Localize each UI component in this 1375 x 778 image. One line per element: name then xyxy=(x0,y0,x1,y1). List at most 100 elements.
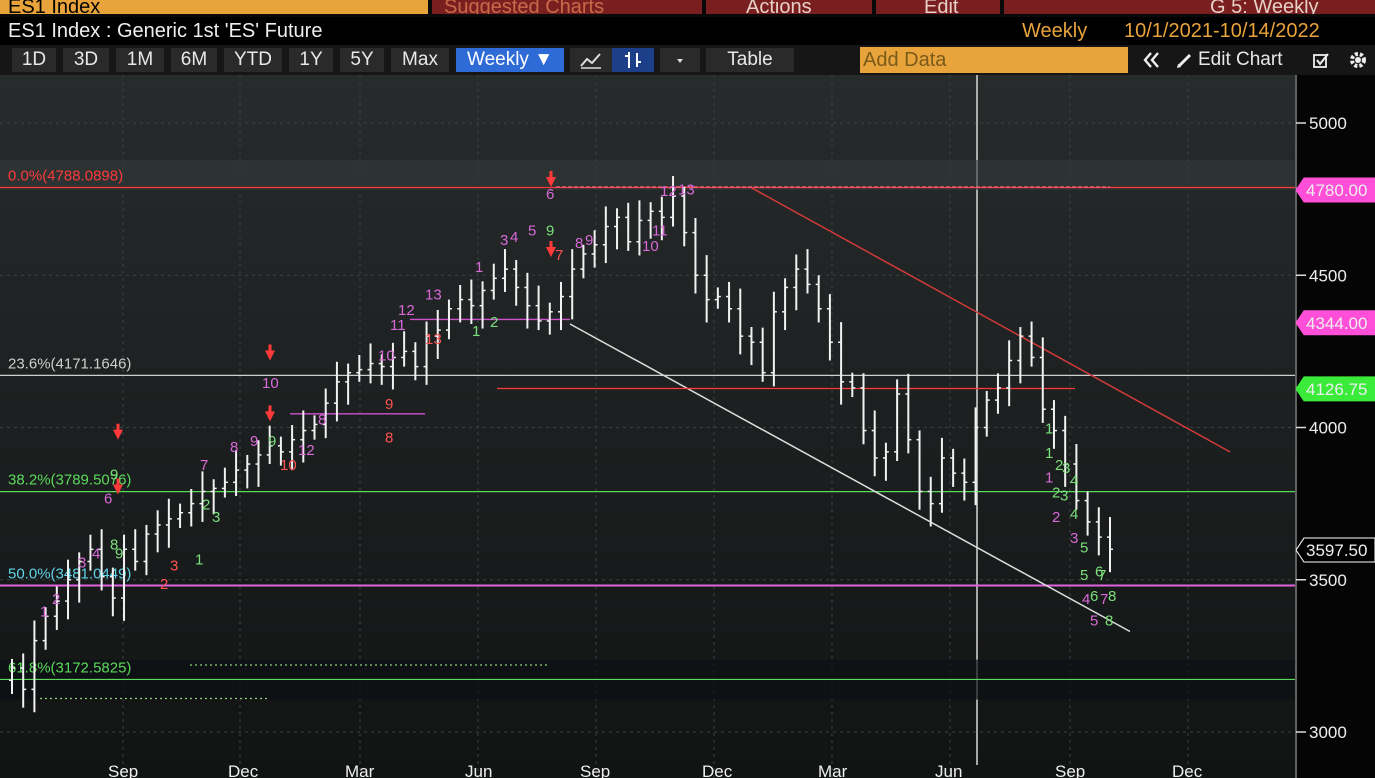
range-1d-button[interactable]: 1D xyxy=(12,48,56,72)
gear-icon[interactable] xyxy=(1344,48,1372,72)
security-title: ES1 Index : Generic 1st 'ES' Future xyxy=(8,20,323,42)
range-1y-button[interactable]: 1Y xyxy=(289,48,333,72)
td-count-label: 2 xyxy=(52,591,60,608)
td-count-label: 3 xyxy=(500,232,508,249)
td-count-label: 6 xyxy=(1090,588,1098,605)
fib-label: 50.0%(3481.0449) xyxy=(8,566,131,583)
edit-chart-button[interactable]: Edit Chart xyxy=(1198,49,1283,70)
range-ytd-button[interactable]: YTD xyxy=(224,48,282,72)
td-count-label: 10 xyxy=(378,348,395,365)
y-tick-label: 3000 xyxy=(1309,723,1347,742)
x-tick-label: Sep xyxy=(108,762,138,778)
range-max-button[interactable]: Max xyxy=(391,48,449,72)
range-6m-button[interactable]: 6M xyxy=(171,48,217,72)
fib-label: 61.8%(3172.5825) xyxy=(8,659,131,676)
price-tag-label: 3597.50 xyxy=(1306,541,1367,560)
date-range[interactable]: 10/1/2021-10/14/2022 xyxy=(1124,20,1320,42)
td-count-label: 13 xyxy=(425,331,442,348)
td-count-label: 12 xyxy=(298,442,315,459)
x-tick-label: Jun xyxy=(465,762,492,778)
x-tick-label: Mar xyxy=(818,762,848,778)
x-tick-label: Sep xyxy=(580,762,610,778)
td-count-label: 1 xyxy=(472,323,480,340)
checkbox-icon[interactable] xyxy=(1308,48,1334,72)
pencil-icon[interactable] xyxy=(1174,48,1196,72)
td-count-label: 4 xyxy=(92,545,100,562)
y-tick-label: 3500 xyxy=(1309,571,1347,590)
price-tag-label: 4126.75 xyxy=(1306,380,1367,399)
range-3d-button[interactable]: 3D xyxy=(63,48,109,72)
price-tag-label: 4780.00 xyxy=(1306,181,1367,200)
period-select[interactable]: Weekly ▼ xyxy=(456,48,564,72)
price-tag-box xyxy=(1295,177,1375,203)
td-count-label: 7 xyxy=(1098,567,1106,584)
chart-toolbar: 1D 3D 1M 6M YTD 1Y 5Y Max Weekly ▼ Table… xyxy=(0,45,1375,75)
td-count-label: 2 xyxy=(1052,485,1060,502)
td-count-label: 3 xyxy=(212,509,220,526)
x-tick-label: Dec xyxy=(702,762,733,778)
y-tick-label: 5000 xyxy=(1309,114,1347,133)
add-data-input[interactable]: Add Data xyxy=(860,47,1128,73)
line-chart-icon[interactable] xyxy=(570,48,612,72)
chart-name-field[interactable]: G 5: Weekly xyxy=(1004,0,1375,14)
price-tag-label: 4344.00 xyxy=(1306,314,1367,333)
upper-band xyxy=(0,159,1295,190)
fib-label: 38.2%(3789.5076) xyxy=(8,472,131,489)
sell-arrow-marker xyxy=(113,429,123,440)
td-count-label: 4 xyxy=(1070,472,1078,489)
td-count-label: 3 xyxy=(1070,530,1078,547)
range-5y-button[interactable]: 5Y xyxy=(340,48,384,72)
td-count-label: 8 xyxy=(110,536,118,553)
td-count-label: 11 xyxy=(652,223,668,240)
td-count-label: 3 xyxy=(170,558,178,575)
price-chart[interactable]: 0.0%(4788.0898) 23.6%(4171.1646) 38.2%(378… xyxy=(0,75,1375,778)
td-count-label: 2 xyxy=(490,314,498,331)
td-count-label: 12 xyxy=(398,302,415,319)
td-count-label: 1 xyxy=(195,552,203,569)
sell-arrow-marker xyxy=(546,176,556,187)
price-tags: 4780.00 4344.00 4126.75 3597.50 xyxy=(1295,177,1375,563)
td-count-label: 2 xyxy=(160,576,168,593)
fib-label: 0.0%(4788.0898) xyxy=(8,168,123,185)
actions-menu[interactable]: Actions xyxy=(706,0,872,14)
td-count-label: 5 xyxy=(528,223,536,240)
y-axis: 3000 3500 4000 4500 5000 xyxy=(1295,75,1347,778)
table-button[interactable]: Table xyxy=(706,48,794,72)
td-count-label: 6 xyxy=(1095,564,1103,581)
td-count-label: 4 xyxy=(510,229,518,246)
suggested-charts-button[interactable]: Suggested Charts xyxy=(432,0,702,14)
edit-menu[interactable]: Edit xyxy=(876,0,1000,14)
range-1m-button[interactable]: 1M xyxy=(116,48,164,72)
sell-arrow-marker xyxy=(113,484,123,495)
top-menu-bar: ES1 Index Suggested Charts Actions Edit … xyxy=(0,0,1375,17)
collapse-icon[interactable] xyxy=(1137,48,1165,72)
td-count-label: 7 xyxy=(200,457,208,474)
x-tick-label: Sep xyxy=(1055,762,1085,778)
period-label: Weekly xyxy=(1022,20,1088,42)
td-count-label: 3 xyxy=(78,555,86,572)
td-count-label: 10 xyxy=(280,457,297,474)
security-field[interactable]: ES1 Index xyxy=(0,0,428,14)
ohlc-bars xyxy=(9,175,1113,713)
td-count-label: 9 xyxy=(268,433,276,450)
y-tick-label: 4500 xyxy=(1309,266,1347,285)
td-count-label: 9 xyxy=(250,433,258,450)
sell-arrow-marker xyxy=(546,246,556,257)
td-count-label: 1 xyxy=(1045,469,1053,486)
trend-lines xyxy=(40,186,1231,700)
td-count-label: 7 xyxy=(555,247,563,264)
td-count-label: 11 xyxy=(390,317,406,334)
td-count-label: 1 xyxy=(40,603,48,620)
dropdown-icon[interactable] xyxy=(660,48,700,72)
td-count-label: 7 xyxy=(1100,591,1108,608)
x-tick-label: Dec xyxy=(1172,762,1203,778)
bar-chart-icon[interactable] xyxy=(612,48,654,72)
x-tick-label: Mar xyxy=(345,762,375,778)
td-count-label: 5 xyxy=(1080,567,1088,584)
td-count-label: 1 xyxy=(475,259,483,276)
fib-label: 23.6%(4171.1646) xyxy=(8,355,131,372)
td-count-label: 2 xyxy=(1055,457,1063,474)
td-count-label: 8 xyxy=(385,430,393,447)
downtrend-support-line xyxy=(569,323,1131,633)
price-tag-box xyxy=(1295,537,1375,563)
